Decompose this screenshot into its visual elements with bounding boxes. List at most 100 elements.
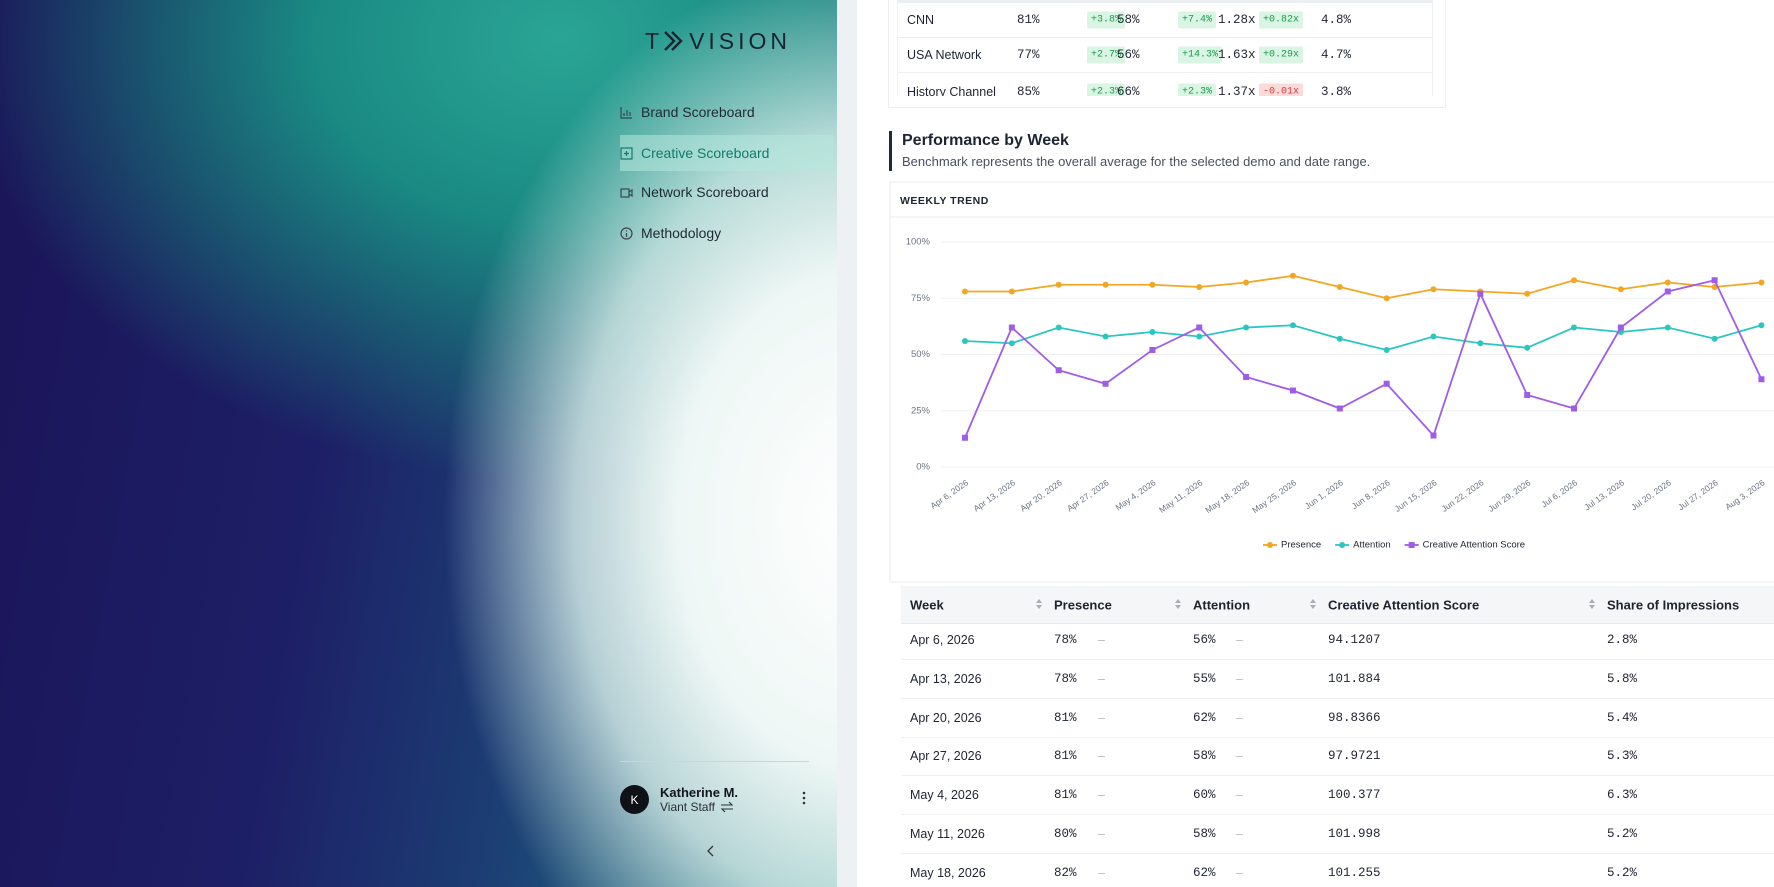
- point: [1289, 322, 1296, 329]
- nav-item[interactable]: Methodology: [620, 215, 834, 251]
- point: [1196, 284, 1203, 290]
- nav-item[interactable]: Creative Scoreboard: [620, 135, 834, 171]
- point: [1664, 279, 1671, 286]
- cell-value: 101.884: [1328, 671, 1381, 686]
- section-title: Performance by Week: [902, 132, 1069, 149]
- point: [1711, 277, 1718, 284]
- cell-value: 80%: [1054, 827, 1077, 841]
- metric-value: 1.63x: [1218, 48, 1256, 62]
- cell-value: Apr 6, 2026: [910, 633, 975, 647]
- cell-value: 58%: [1193, 749, 1216, 764]
- row-divider: [901, 659, 1774, 660]
- point: [1477, 340, 1484, 347]
- metric-value: 81%: [1017, 13, 1040, 27]
- legend-item: Attention: [1335, 540, 1391, 551]
- nav-label: Network Scoreboard: [641, 184, 769, 200]
- point: [1383, 347, 1390, 353]
- row-divider: [901, 853, 1774, 854]
- nav-icon: [620, 106, 632, 119]
- column-header[interactable]: Share of Impressions: [1607, 597, 1740, 612]
- sort-icon[interactable]: [1174, 598, 1182, 610]
- column-header[interactable]: Attention: [1193, 597, 1251, 612]
- logo-text: T: [645, 27, 664, 54]
- point: [962, 288, 968, 295]
- delta-placeholder: –: [1236, 827, 1243, 841]
- cell-value: 5.2%: [1607, 865, 1638, 880]
- delta-placeholder: –: [1236, 788, 1243, 803]
- point: [1571, 277, 1578, 284]
- cell-value: 82%: [1054, 865, 1077, 880]
- row-divider: [901, 775, 1774, 777]
- column-header[interactable]: Creative Attention Score: [1328, 597, 1480, 612]
- logo-chevrons: [664, 31, 683, 51]
- weekly-table: Week Presence Attention Creative Attention …: [901, 586, 1774, 887]
- row-divider: [901, 697, 1774, 699]
- legend-marker: [1339, 542, 1346, 548]
- cell-value: 58%: [1193, 827, 1216, 841]
- cell-value: 55%: [1193, 671, 1216, 686]
- logo-text: VISION: [689, 27, 792, 54]
- column-header[interactable]: Week: [910, 597, 944, 612]
- point: [962, 434, 968, 441]
- y-tick-label: 75%: [911, 293, 931, 304]
- x-tick-label: Apr 27, 2026: [1065, 477, 1111, 513]
- metric-value: 56%: [1117, 48, 1140, 62]
- point: [1289, 387, 1296, 394]
- section-subtitle: Benchmark represents the overall average…: [902, 154, 1371, 169]
- cell-value: 94.1207: [1328, 633, 1381, 647]
- legend-label: Presence: [1281, 540, 1321, 551]
- legend-item: Presence: [1263, 540, 1321, 551]
- point: [1524, 392, 1531, 398]
- series-line: [964, 279, 1763, 439]
- point: [1664, 324, 1671, 331]
- delta-badge: +2.3%: [1087, 83, 1126, 96]
- delta-placeholder: –: [1098, 865, 1105, 880]
- point: [1336, 284, 1343, 290]
- point: [1196, 333, 1203, 340]
- sort-icon[interactable]: [1309, 598, 1317, 610]
- x-tick-label: Apr 20, 2026: [1018, 477, 1064, 513]
- nav-item[interactable]: Network Scoreboard: [620, 174, 834, 210]
- switch-icon[interactable]: [719, 801, 735, 813]
- x-tick-label: Jul 20, 2026: [1629, 477, 1673, 512]
- point: [1055, 281, 1062, 288]
- nav-item[interactable]: Brand Scoreboard: [620, 94, 834, 130]
- sort-icon[interactable]: [1588, 598, 1596, 610]
- cell-value: Apr 13, 2026: [910, 671, 982, 686]
- column-header[interactable]: Presence: [1054, 597, 1112, 612]
- cell-value: 81%: [1054, 788, 1077, 803]
- cell-value: 81%: [1054, 749, 1077, 764]
- cell-value: 5.4%: [1607, 710, 1638, 725]
- point: [1243, 374, 1250, 380]
- delta-placeholder: –: [1236, 710, 1243, 725]
- collapse-button[interactable]: [705, 843, 717, 859]
- metric-value: 4.8%: [1321, 13, 1352, 27]
- point: [1055, 324, 1062, 331]
- delta-placeholder: –: [1098, 710, 1105, 725]
- network-name: CNN: [907, 13, 935, 27]
- point: [1383, 295, 1390, 302]
- cell-value: 5.3%: [1607, 749, 1638, 764]
- avatar[interactable]: K: [620, 785, 649, 814]
- delta-placeholder: –: [1098, 671, 1105, 686]
- point: [1243, 279, 1250, 286]
- legend-marker: [1408, 542, 1415, 548]
- point: [1289, 272, 1296, 279]
- point: [1243, 324, 1250, 331]
- point: [1524, 344, 1531, 351]
- delta-placeholder: –: [1098, 749, 1105, 764]
- delta-badge: +2.3%: [1178, 83, 1217, 96]
- cell-value: 98.8366: [1328, 710, 1381, 725]
- sort-icon[interactable]: [1035, 598, 1043, 610]
- point: [1758, 279, 1765, 286]
- logo: T VISION: [645, 26, 791, 56]
- delta-badge: +14.3%: [1178, 46, 1223, 64]
- delta-badge: -0.01x: [1259, 83, 1304, 96]
- table-header: Week Presence Attention Creative Attention …: [901, 586, 1774, 624]
- cell-value: 101.998: [1328, 827, 1381, 841]
- menu-dots[interactable]: [800, 790, 808, 806]
- user-name: Katherine M.: [660, 785, 739, 800]
- point: [1430, 286, 1437, 293]
